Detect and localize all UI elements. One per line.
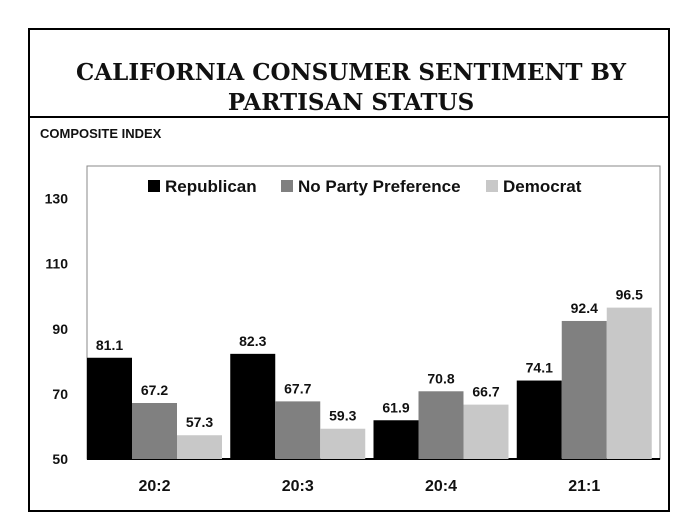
bar bbox=[132, 403, 177, 459]
x-tick-label: 20:2 bbox=[138, 478, 170, 495]
chart-title-line-2: PARTISAN STATUS bbox=[227, 89, 475, 116]
data-label: 66.7 bbox=[472, 384, 499, 400]
bar bbox=[230, 353, 276, 459]
x-tick-label: 21:1 bbox=[568, 478, 600, 495]
data-label: 57.3 bbox=[186, 414, 213, 430]
data-label: 67.2 bbox=[141, 382, 168, 398]
y-tick-label: 90 bbox=[52, 321, 68, 337]
legend-swatch bbox=[486, 180, 498, 192]
legend-label: Democrat bbox=[503, 177, 582, 196]
chart-title: CALIFORNIA CONSUMER SENTIMENT BY PARTISA… bbox=[30, 58, 672, 118]
data-label: 82.3 bbox=[239, 333, 266, 349]
x-tick-label: 20:3 bbox=[282, 478, 314, 495]
y-tick-label: 110 bbox=[45, 256, 68, 272]
data-label: 61.9 bbox=[382, 399, 409, 415]
bar bbox=[561, 320, 607, 459]
y-axis-label: COMPOSITE INDEX bbox=[40, 126, 162, 141]
bar bbox=[87, 357, 132, 459]
bar bbox=[177, 435, 222, 459]
bar bbox=[463, 404, 509, 459]
chart-title-line-1: CALIFORNIA CONSUMER SENTIMENT BY bbox=[76, 59, 626, 86]
data-label: 67.7 bbox=[284, 380, 311, 396]
data-label: 96.5 bbox=[616, 287, 643, 303]
bar bbox=[320, 428, 366, 459]
data-label: 92.4 bbox=[571, 300, 598, 316]
data-label: 81.1 bbox=[96, 337, 123, 353]
legend-swatch bbox=[281, 180, 293, 192]
y-tick-label: 130 bbox=[45, 191, 69, 207]
data-label: 70.8 bbox=[427, 370, 454, 386]
data-label: 74.1 bbox=[526, 360, 553, 376]
bar bbox=[516, 380, 562, 459]
bar bbox=[373, 420, 419, 459]
legend-label: Republican bbox=[165, 177, 257, 196]
title-divider bbox=[30, 116, 668, 118]
legend-label: No Party Preference bbox=[298, 177, 461, 196]
bar bbox=[275, 401, 321, 459]
data-label: 59.3 bbox=[329, 408, 356, 424]
bar bbox=[606, 307, 652, 459]
x-tick-label: 20:4 bbox=[425, 478, 457, 495]
y-tick-label: 50 bbox=[52, 451, 68, 467]
bar bbox=[418, 391, 464, 459]
legend-swatch bbox=[148, 180, 160, 192]
y-tick-label: 70 bbox=[52, 386, 68, 402]
